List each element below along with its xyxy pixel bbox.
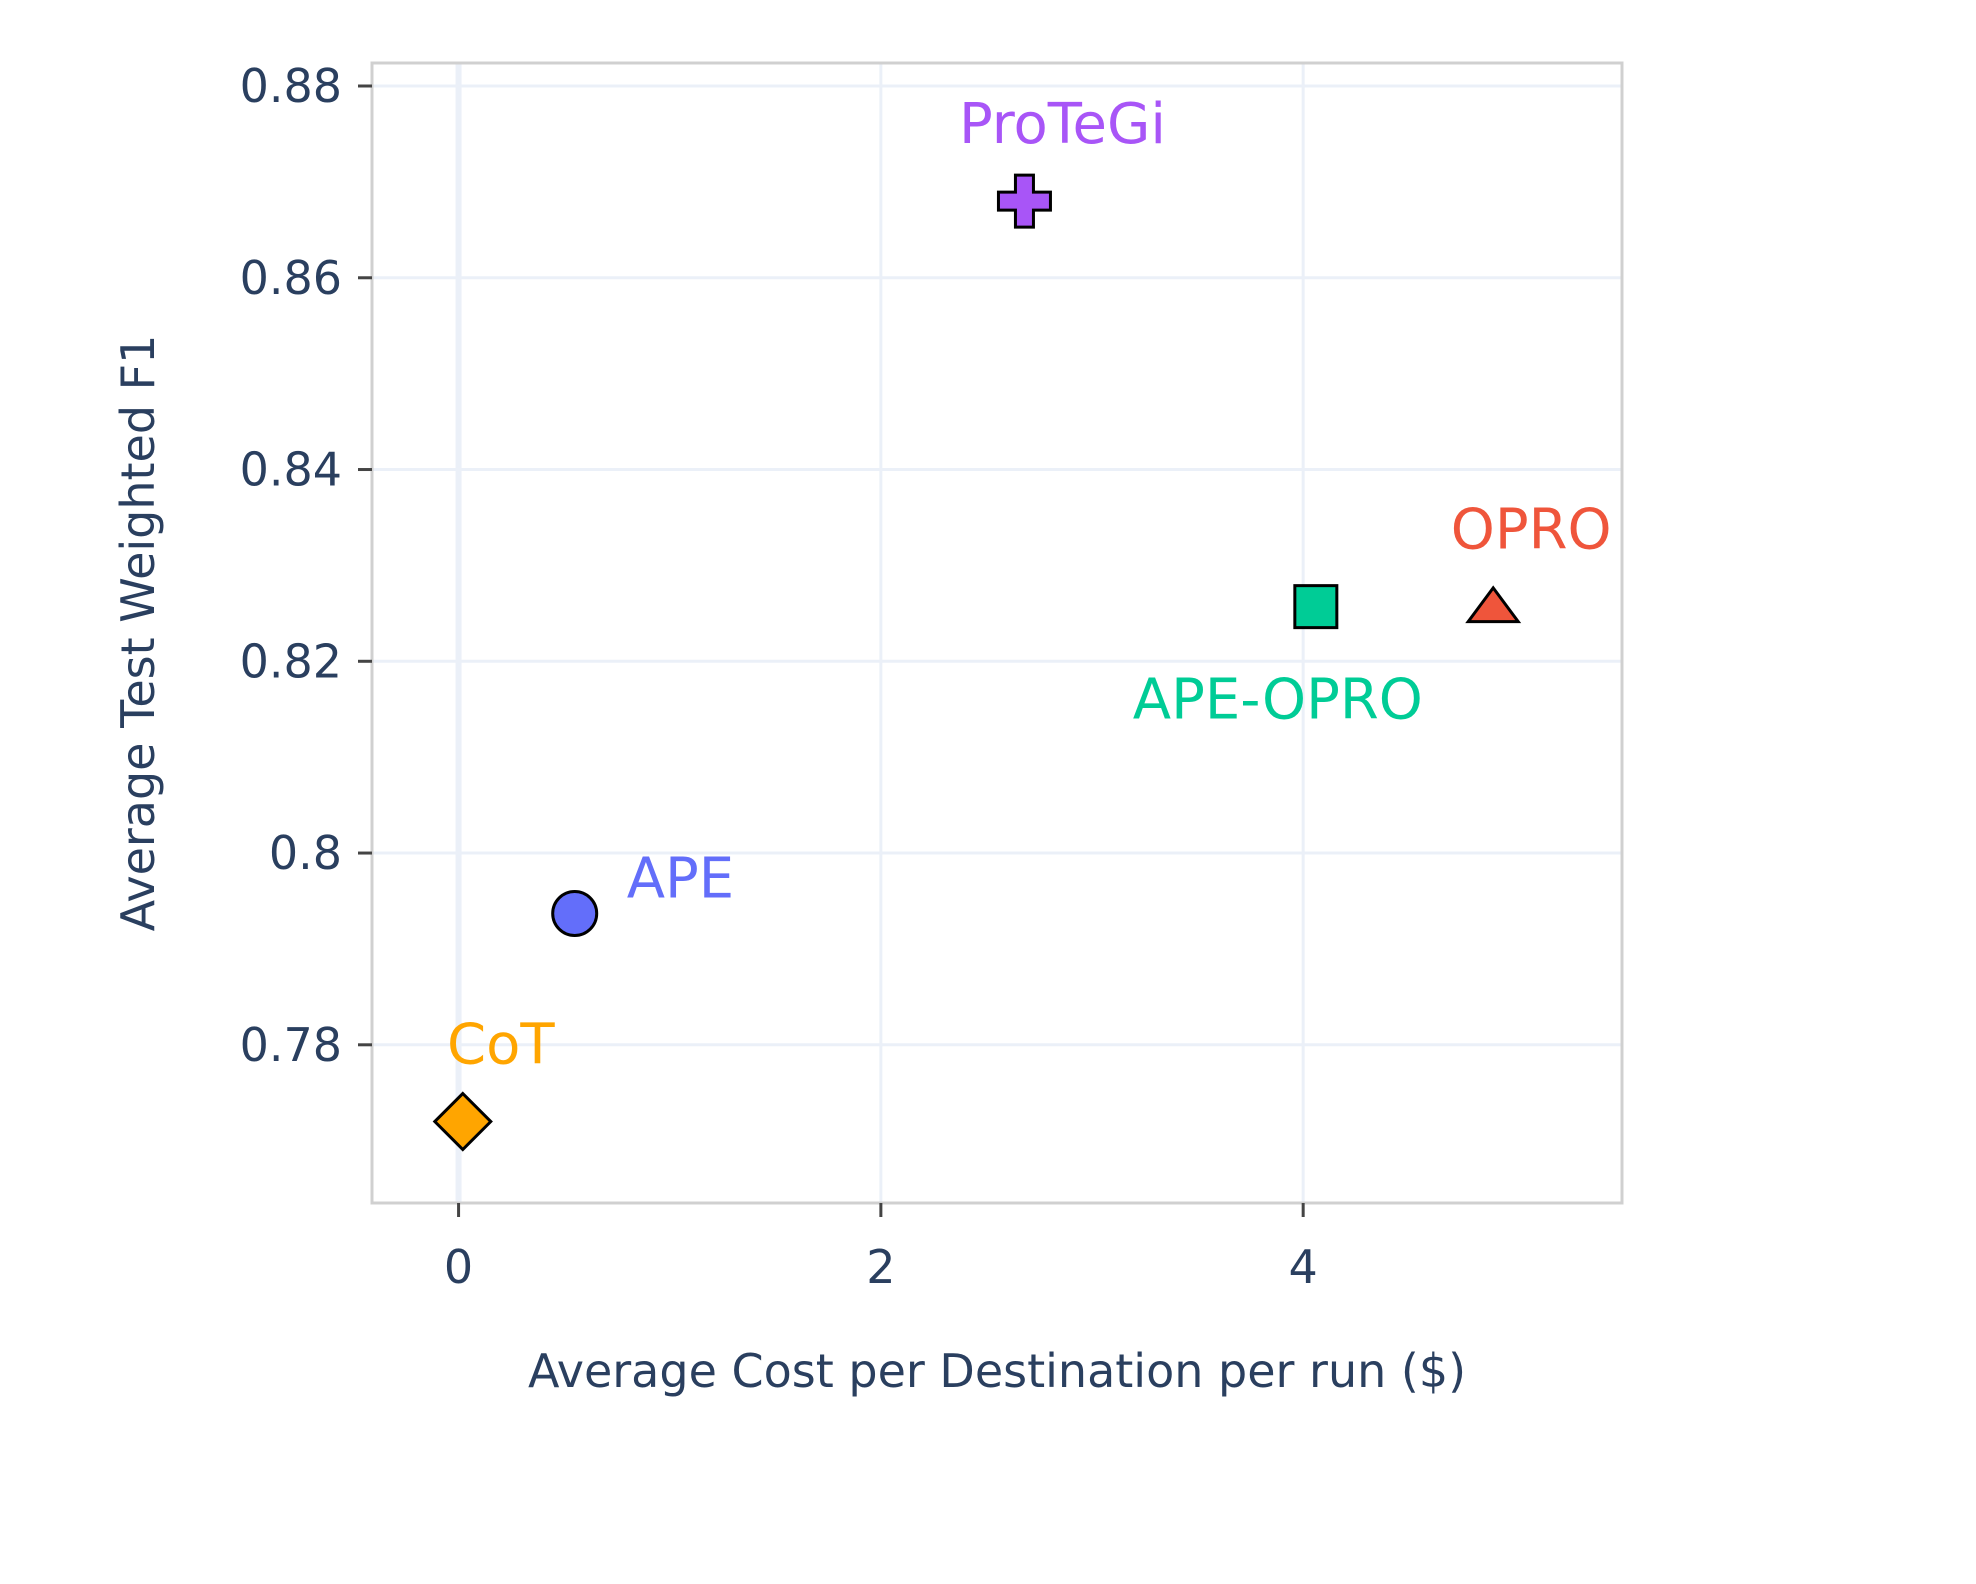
x-tick-label: 4 (1289, 1240, 1318, 1294)
data-points (432, 173, 1522, 1152)
x-axis-title: Average Cost per Destination per run ($) (528, 1344, 1466, 1398)
y-tick-label: 0.78 (240, 1018, 342, 1072)
axis-ticks: 0 2 4 0.78 0.8 0.82 0.84 0.86 0.88 (240, 59, 1318, 1294)
y-tick-label: 0.8 (269, 826, 342, 880)
plot-frame (370, 61, 1624, 1205)
point-ape (551, 889, 599, 937)
point-label-protegi: ProTeGi (959, 92, 1166, 157)
point-label-cot: CoT (447, 1013, 555, 1078)
point-label-opro: OPRO (1451, 498, 1612, 563)
y-axis-title: Average Test Weighted F1 (111, 335, 165, 932)
y-tick-label: 0.88 (240, 59, 342, 113)
y-tick-label: 0.86 (240, 251, 342, 305)
point-ape-opro (1293, 584, 1339, 630)
point-cot (432, 1091, 493, 1152)
point-label-ape: APE (627, 846, 734, 911)
point-labels: CoT APE ProTeGi APE-OPRO OPRO (447, 92, 1612, 1077)
point-protegi (996, 173, 1052, 229)
x-tick-label: 2 (866, 1240, 895, 1294)
point-opro (1465, 585, 1522, 624)
x-tick-label: 0 (444, 1240, 473, 1294)
point-label-ape-opro: APE-OPRO (1133, 668, 1423, 733)
y-tick-label: 0.82 (240, 634, 342, 688)
gridlines (372, 63, 1622, 1203)
y-tick-label: 0.84 (240, 443, 342, 497)
